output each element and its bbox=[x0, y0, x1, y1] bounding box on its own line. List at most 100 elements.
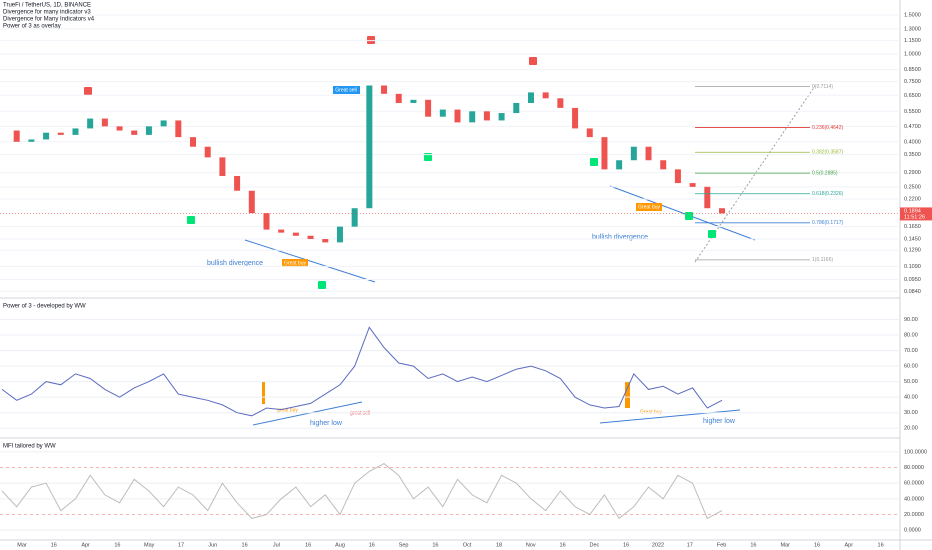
label-box bbox=[282, 259, 308, 267]
candle bbox=[204, 146, 211, 158]
candle bbox=[351, 208, 358, 227]
last-price-label: 0.1894 bbox=[904, 208, 921, 214]
candle bbox=[660, 160, 667, 170]
countdown: 11:51:26 bbox=[904, 214, 925, 220]
indicator-name: Power of 3 as overlay bbox=[3, 24, 61, 30]
x-tick-label: 16 bbox=[114, 542, 120, 548]
indicator-name: Divergence for many indicator v3 bbox=[3, 10, 91, 16]
candle bbox=[336, 226, 343, 243]
buy-signal bbox=[318, 281, 326, 289]
candle bbox=[674, 169, 681, 184]
indicator-line bbox=[1, 326, 723, 417]
x-tick-label: 16 bbox=[369, 542, 375, 548]
candle bbox=[719, 208, 725, 214]
label-box bbox=[636, 203, 662, 211]
sell-signal bbox=[529, 57, 537, 65]
y-tick-label: 1.1500 bbox=[904, 38, 921, 44]
y-tick-label: 0.2500 bbox=[904, 184, 921, 190]
label-box bbox=[333, 86, 360, 94]
y-tick-label: 40.0000 bbox=[904, 496, 924, 502]
candle bbox=[395, 93, 402, 103]
candle bbox=[381, 85, 388, 94]
x-tick-label: 16 bbox=[432, 542, 438, 548]
x-tick-label: Jun bbox=[208, 542, 217, 548]
y-tick-label: 90.00 bbox=[904, 317, 918, 323]
annotation: great sell bbox=[350, 410, 370, 416]
annotation: Great buy bbox=[284, 260, 306, 266]
signal-bar bbox=[625, 382, 630, 408]
candle bbox=[278, 229, 285, 233]
y-tick-label: 0.6500 bbox=[904, 93, 921, 99]
annotation: higher low bbox=[310, 420, 343, 427]
x-tick-label: 16 bbox=[560, 542, 566, 548]
x-tick-label: May bbox=[144, 542, 155, 548]
annotation: Great buy bbox=[638, 204, 660, 210]
candle bbox=[542, 92, 549, 99]
y-tick-label: 20.00 bbox=[904, 426, 918, 432]
candle bbox=[645, 146, 652, 161]
y-tick-label: 80.0000 bbox=[904, 465, 924, 471]
candle bbox=[57, 132, 64, 135]
pane-title: Power of 3 - developed by WW bbox=[3, 304, 86, 310]
x-tick-label: 16 bbox=[305, 542, 311, 548]
fib-trend bbox=[694, 85, 816, 263]
x-tick-label: Dec bbox=[590, 542, 600, 548]
x-tick-label: 16 bbox=[814, 542, 820, 548]
pane-title: MFI tailored by WW bbox=[3, 444, 56, 450]
candle bbox=[498, 113, 505, 121]
candle bbox=[292, 232, 299, 236]
candle bbox=[439, 109, 446, 117]
candle bbox=[689, 183, 696, 187]
candle bbox=[483, 111, 490, 121]
candle bbox=[87, 118, 94, 129]
y-tick-label: 20.0000 bbox=[904, 512, 924, 518]
x-tick-label: 17 bbox=[178, 542, 184, 548]
candle bbox=[116, 126, 123, 131]
chart-title: TrueFi / TetherUS, 1D, BINANCE bbox=[3, 3, 91, 9]
candle bbox=[307, 235, 314, 240]
x-tick-label: Feb bbox=[717, 542, 726, 548]
candle bbox=[175, 120, 182, 138]
candle bbox=[616, 160, 623, 170]
annotation: higher low bbox=[703, 418, 736, 425]
x-tick-label: 16 bbox=[750, 542, 756, 548]
candle bbox=[145, 126, 152, 135]
fib-label: 0.382(0.3587) bbox=[812, 150, 843, 156]
candle bbox=[572, 107, 579, 129]
candle bbox=[72, 128, 79, 135]
buy-signal bbox=[187, 216, 195, 224]
y-tick-label: 0.1450 bbox=[904, 236, 921, 242]
candle bbox=[557, 98, 564, 108]
y-tick-label: 30.00 bbox=[904, 410, 918, 416]
candle bbox=[190, 137, 197, 147]
trend-line bbox=[609, 185, 756, 241]
sell-signal bbox=[84, 87, 92, 95]
candle bbox=[248, 190, 255, 214]
y-tick-label: 40.00 bbox=[904, 395, 918, 401]
y-tick-label: 0.0840 bbox=[904, 289, 921, 295]
y-tick-label: 50.00 bbox=[904, 379, 918, 385]
fib-label: 0.5(0.2885) bbox=[812, 170, 838, 176]
y-tick-label: 0.2900 bbox=[904, 170, 921, 176]
x-tick-label: Oct bbox=[463, 542, 472, 548]
candle bbox=[131, 130, 138, 135]
y-tick-label: 70.00 bbox=[904, 348, 918, 354]
y-tick-label: 0.4700 bbox=[904, 124, 921, 130]
candle bbox=[43, 132, 50, 140]
fib-label: 0.618(0.2326) bbox=[812, 191, 843, 197]
y-tick-label: 0.2200 bbox=[904, 197, 921, 203]
y-tick-label: 1.3000 bbox=[904, 26, 921, 32]
buy-signal bbox=[590, 158, 598, 166]
x-tick-label: Jul bbox=[273, 542, 280, 548]
indicator-name: Divergence for Many Indicators v4 bbox=[3, 17, 95, 23]
annotation: bullish divergence bbox=[207, 260, 263, 267]
x-tick-label: Apr bbox=[81, 542, 90, 548]
y-tick-label: 0.4000 bbox=[904, 139, 921, 145]
trend-line bbox=[599, 409, 741, 424]
candle bbox=[513, 102, 520, 114]
candle bbox=[527, 92, 534, 103]
x-tick-label: 2022 bbox=[652, 542, 664, 548]
annotation: great buy bbox=[277, 407, 298, 413]
